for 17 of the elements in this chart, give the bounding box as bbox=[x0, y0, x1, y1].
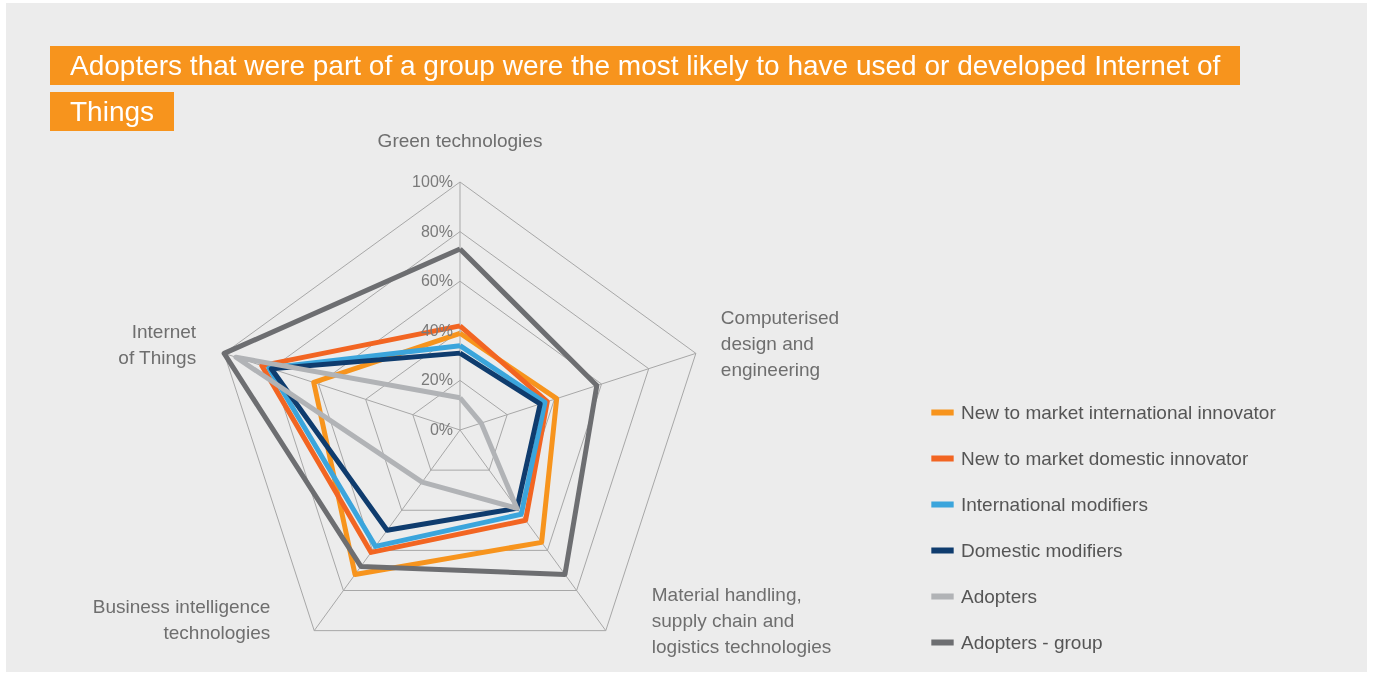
legend-label: International modifiers bbox=[961, 493, 1148, 515]
y-tick-label: 20% bbox=[420, 371, 453, 389]
spoke-label: Material handling, supply chain and logistics technologies bbox=[651, 583, 832, 657]
legend-label: Adopters - group bbox=[961, 631, 1103, 653]
spoke-label: Internet of Things bbox=[118, 321, 197, 369]
y-tick-label: 60% bbox=[420, 272, 453, 290]
y-tick-label: 100% bbox=[412, 173, 453, 190]
y-tick-label: 80% bbox=[420, 222, 453, 240]
spoke-label: Computerised design and engineering bbox=[720, 307, 840, 381]
spoke-label: Business intelligence technologies bbox=[92, 595, 271, 643]
spoke-label: Green technologies bbox=[377, 130, 543, 151]
legend-label: Domestic modifiers bbox=[961, 539, 1123, 561]
chart-title: Adopters that were part of a group were the most likely to have used or developed Internet of Things bbox=[50, 46, 1241, 131]
legend-label: Adopters bbox=[961, 585, 1038, 607]
y-tick-label: 0% bbox=[429, 421, 453, 438]
legend-label: New to market domestic innovator bbox=[961, 447, 1249, 469]
legend-label: New to market international innovator bbox=[961, 401, 1277, 423]
